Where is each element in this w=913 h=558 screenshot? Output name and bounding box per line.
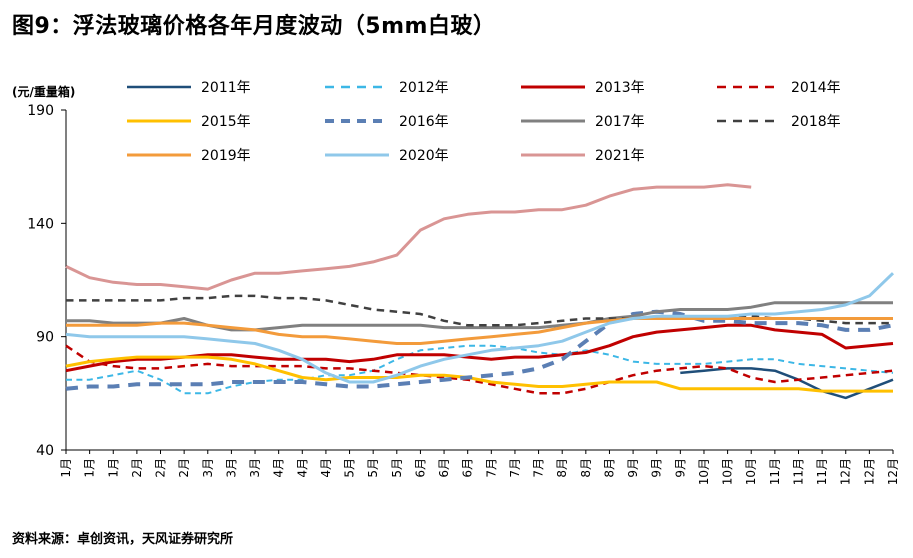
x-tick-label: 5月 <box>343 458 357 478</box>
x-tick-label: 6月 <box>413 458 427 478</box>
legend-label: 2020年 <box>399 148 449 164</box>
x-tick-label: 2月 <box>154 458 168 478</box>
legend-label: 2015年 <box>201 114 251 130</box>
x-tick-label: 11月 <box>815 458 829 485</box>
legend-item: 2013年 <box>521 80 645 96</box>
series-line-2013年 <box>65 323 894 373</box>
x-tick-label: 11月 <box>791 458 805 485</box>
x-tick-label: 9月 <box>650 458 664 478</box>
x-tick-label: 12月 <box>839 458 853 485</box>
x-tick-label: 3月 <box>224 458 238 478</box>
x-tick-label: 10月 <box>744 458 758 485</box>
x-tick-label: 3月 <box>248 458 262 478</box>
chart-title: 图9：浮法玻璃价格各年月度波动（5mm白玻） <box>12 14 496 39</box>
x-tick-label: 3月 <box>201 458 215 478</box>
legend-label: 2017年 <box>595 114 645 130</box>
x-axis-tick-labels: 1月 1月 1月 2月 2月 2月 3月 3月 3月 4月 4月 4月 5月 5月 5月 6月 6月 6月 7月 7月… <box>59 458 900 485</box>
x-tick-label: 11月 <box>768 458 782 485</box>
x-tick-label: 1月 <box>83 458 97 478</box>
legend-label: 2013年 <box>595 80 645 96</box>
legend-item: 2019年 <box>127 148 251 164</box>
x-tick-label: 5月 <box>390 458 404 478</box>
legend-label: 2018年 <box>791 114 841 130</box>
chart-legend: 2011年 2012年 2013年 2014年 2015年 2016年 2017年 2018年… <box>127 80 841 164</box>
series-line-2021年 <box>65 183 752 291</box>
series-line-2016年 <box>65 309 894 391</box>
legend-label: 2014年 <box>791 80 841 96</box>
x-tick-label: 10月 <box>697 458 711 485</box>
x-tick-label: 9月 <box>626 458 640 478</box>
x-tick-label: 4月 <box>295 458 309 478</box>
legend-label: 2021年 <box>595 148 645 164</box>
legend-item: 2012年 <box>325 80 449 96</box>
y-tick-label: 140 <box>27 216 54 232</box>
x-tick-label: 2月 <box>177 458 191 478</box>
legend-label: 2016年 <box>399 114 449 130</box>
x-tick-label: 9月 <box>673 458 687 478</box>
x-tick-label: 4月 <box>272 458 286 478</box>
legend-item: 2016年 <box>325 114 449 130</box>
y-tick-label: 190 <box>27 103 54 119</box>
x-tick-label: 8月 <box>579 458 593 478</box>
source-note: 资料来源：卓创资讯，天风证券研究所 <box>12 532 234 547</box>
legend-label: 2012年 <box>399 80 449 96</box>
series-line-2015年 <box>65 355 893 393</box>
x-tick-label: 1月 <box>59 458 73 478</box>
chart-axes <box>61 109 894 454</box>
legend-label: 2011年 <box>201 80 251 96</box>
legend-item: 2015年 <box>127 114 251 130</box>
legend-label: 2019年 <box>201 148 251 164</box>
y-axis-tick-labels: 40 90 140 190 <box>27 103 54 459</box>
legend-item: 2018年 <box>717 114 841 130</box>
x-tick-label: 8月 <box>602 458 616 478</box>
legend-item: 2011年 <box>127 80 251 96</box>
y-tick-label: 90 <box>36 330 54 346</box>
y-axis-unit-label: (元/重量箱) <box>12 84 75 99</box>
x-tick-label: 6月 <box>461 458 475 478</box>
y-tick-label: 40 <box>36 443 54 459</box>
x-tick-label: 12月 <box>862 458 876 485</box>
legend-item: 2020年 <box>325 148 449 164</box>
x-tick-label: 7月 <box>484 458 498 478</box>
series-line-2019年 <box>66 317 893 345</box>
legend-item: 2021年 <box>521 148 645 164</box>
x-tick-label: 12月 <box>886 458 900 485</box>
series-lines <box>65 183 895 400</box>
x-tick-label: 10月 <box>721 458 735 485</box>
series-line-2014年 <box>65 344 894 395</box>
x-tick-label: 2月 <box>130 458 144 478</box>
legend-item: 2017年 <box>521 114 645 130</box>
x-tick-label: 1月 <box>106 458 120 478</box>
series-line-2011年 <box>680 367 894 400</box>
legend-item: 2014年 <box>717 80 841 96</box>
x-tick-label: 7月 <box>532 458 546 478</box>
series-line-2018年 <box>66 294 893 327</box>
x-tick-label: 8月 <box>555 458 569 478</box>
x-tick-label: 7月 <box>508 458 522 478</box>
series-line-2020年 <box>65 272 895 384</box>
series-line-2012年 <box>66 344 894 395</box>
x-tick-label: 4月 <box>319 458 333 478</box>
x-tick-label: 6月 <box>437 458 451 478</box>
x-tick-label: 5月 <box>366 458 380 478</box>
